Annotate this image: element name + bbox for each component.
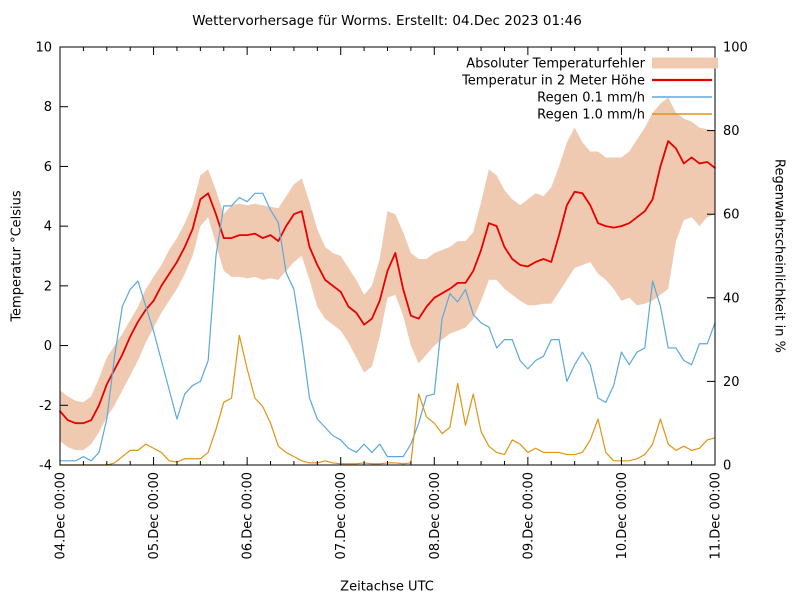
x-tick-label: 10.Dec 00:00 [615, 472, 630, 559]
x-tick-label: 07.Dec 00:00 [334, 472, 349, 559]
x-tick-label: 06.Dec 00:00 [241, 472, 256, 559]
y-left-tick-label: 8 [44, 100, 52, 115]
x-tick-label: 11.Dec 00:00 [709, 472, 724, 559]
y-right-tick-label: 0 [723, 459, 731, 474]
y-right-tick-label: 20 [723, 375, 740, 390]
series-line-0 [59, 140, 716, 425]
x-tick-label: 05.Dec 00:00 [147, 472, 162, 559]
axis-ticks [59, 46, 716, 466]
y-left-tick-label: 6 [44, 160, 52, 175]
legend-label: Absoluter Temperaturfehler [466, 57, 645, 72]
legend-label: Temperatur in 2 Meter Höhe [461, 74, 645, 89]
legend-item-3: Regen 1.0 mm/h [537, 108, 712, 123]
legend-item-0: Absoluter Temperaturfehler [466, 57, 718, 72]
y-left-tick-label: 4 [44, 220, 52, 235]
series-line-2 [59, 334, 716, 466]
y-right-tick-label: 100 [723, 41, 748, 56]
y-left-tick-label: 2 [44, 279, 52, 294]
x-tick-label: 08.Dec 00:00 [428, 472, 443, 559]
y-left-tick-label: -4 [39, 459, 52, 474]
y-axis-right-label: Regenwahrscheinlichkeit in % [771, 159, 787, 353]
y-left-tick-label: 0 [44, 339, 52, 354]
y-right-tick-label: 60 [723, 208, 740, 223]
legend: Absoluter Temperaturfehler Temperatur in … [461, 57, 718, 123]
y-left-tick-label: 10 [35, 41, 52, 56]
legend-item-2: Regen 0.1 mm/h [537, 91, 712, 106]
chart-title: Wettervorhersage für Worms. Erstellt: 04… [192, 13, 582, 29]
x-axis-label: Zeitachse UTC [340, 579, 434, 595]
y-left-tick-label: -2 [39, 399, 52, 414]
legend-label: Regen 1.0 mm/h [537, 108, 645, 123]
x-tick-label: 09.Dec 00:00 [521, 472, 536, 559]
y-axis-left-label: Temperatur °Celsius [9, 190, 25, 322]
legend-band-swatch [652, 57, 718, 69]
y-right-tick-label: 80 [723, 124, 740, 139]
legend-label: Regen 0.1 mm/h [537, 91, 645, 106]
legend-item-1: Temperatur in 2 Meter Höhe [461, 74, 712, 89]
x-tick-label: 04.Dec 00:00 [54, 472, 69, 559]
y-right-tick-label: 40 [723, 291, 740, 306]
series-line-1 [59, 192, 716, 462]
